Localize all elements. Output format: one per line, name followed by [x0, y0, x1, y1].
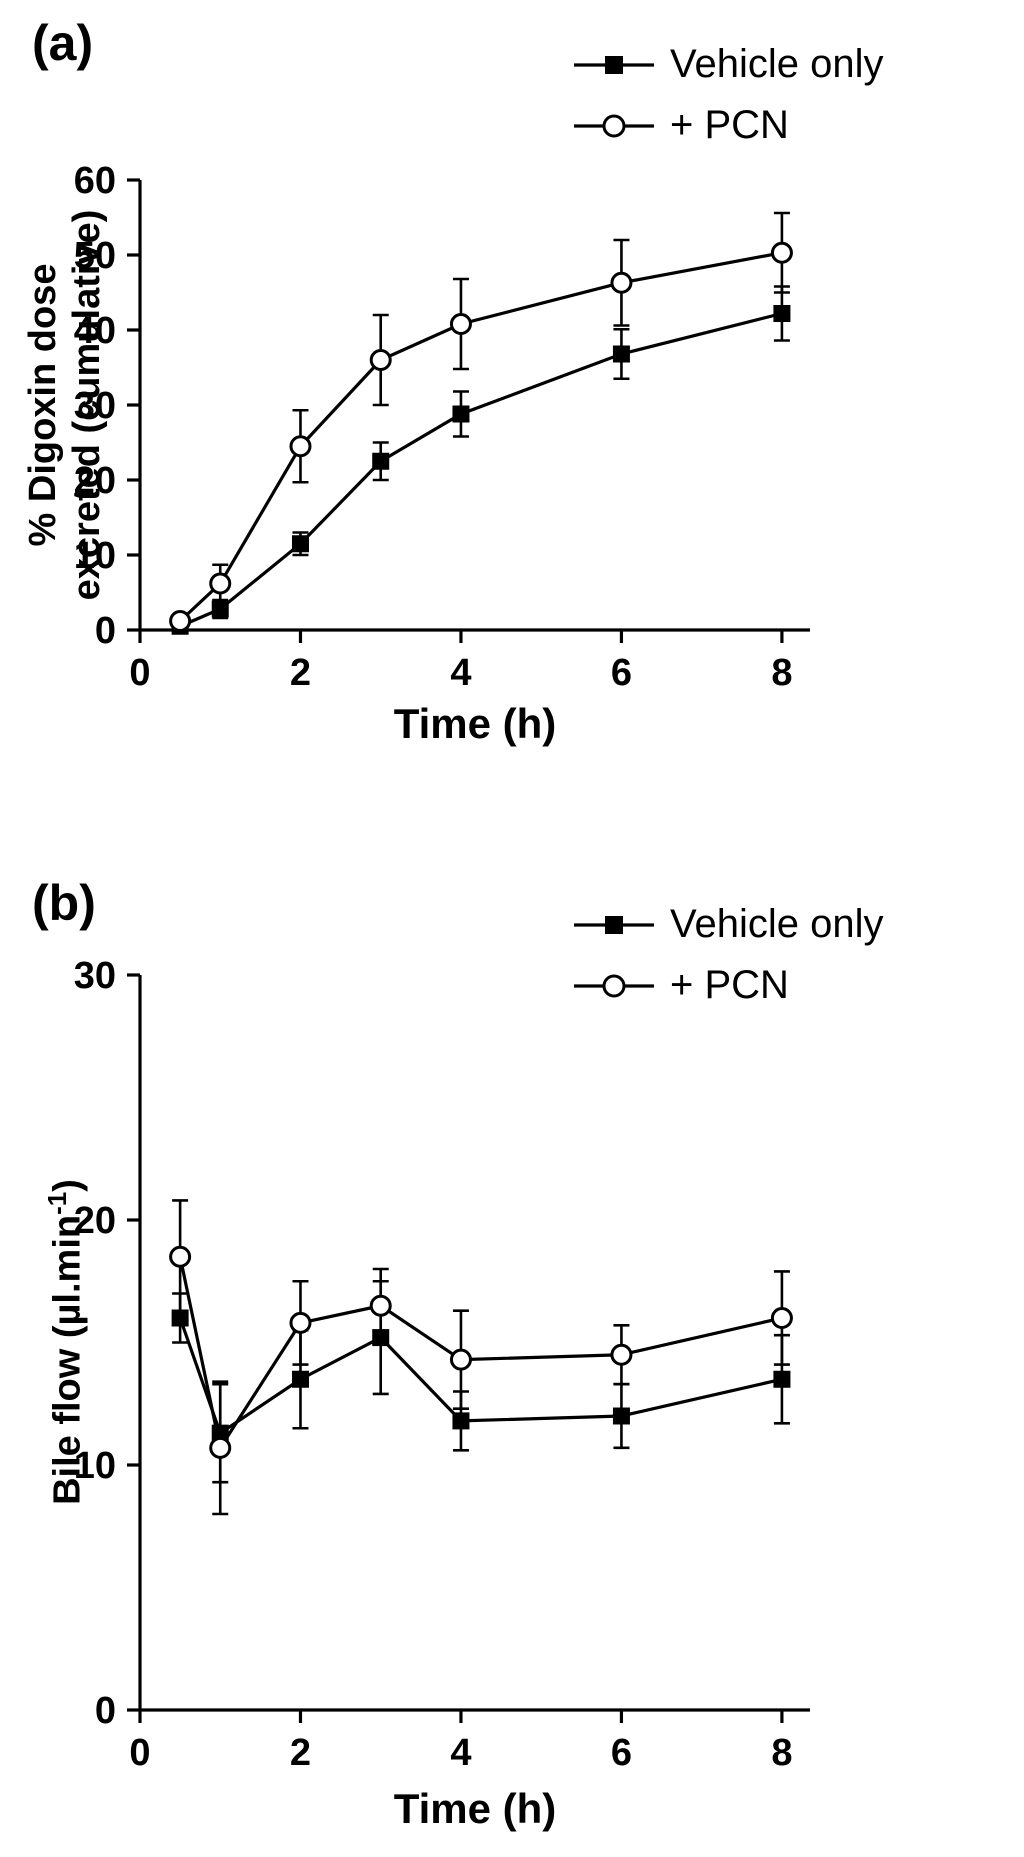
panel-a: (a) Vehicle only + PCN % Digoxin dose ex…: [0, 0, 1024, 860]
x-tick-label: 6: [611, 652, 632, 694]
y-tick-label: 0: [95, 1690, 116, 1732]
legend-label-pcn: + PCN: [670, 963, 789, 1007]
open-circle-marker-icon: [574, 974, 654, 997]
data-point-open-circle: [169, 1245, 192, 1268]
data-point-open-circle: [610, 1343, 633, 1366]
open-circle-marker-icon: [574, 114, 654, 137]
legend-label-vehicle-only: Vehicle only: [670, 42, 884, 86]
panel-b-label: (b): [32, 875, 96, 931]
data-point-open-circle: [369, 349, 392, 371]
panel-a-label: (a): [32, 15, 94, 71]
data-point-open-circle: [289, 1311, 312, 1334]
x-tick-label: 0: [129, 652, 150, 694]
y-tick-label: 10: [74, 535, 116, 577]
data-point-open-circle: [770, 241, 793, 264]
legend-item-pcn: + PCN: [572, 963, 883, 1008]
data-point-filled-square: [372, 452, 390, 470]
y-tick-label: 20: [74, 460, 116, 502]
legend-item-vehicle-only: Vehicle only: [572, 42, 883, 87]
legend-item-vehicle-only: Vehicle only: [572, 902, 883, 947]
data-point-open-circle: [610, 271, 633, 294]
data-point-filled-square: [452, 1412, 470, 1430]
y-tick-label: 10: [74, 1445, 116, 1487]
filled-square-marker-icon: [574, 55, 654, 74]
panel-b-plot: 0 2 4 6 8 0 10 20 30: [74, 955, 810, 1774]
y-tick-label: 0: [95, 610, 116, 652]
series-line-pcn: [179, 251, 783, 623]
data-point-open-circle: [209, 1436, 232, 1459]
x-tick-label: 4: [450, 652, 471, 694]
x-tick-label: 0: [129, 1732, 150, 1774]
y-tick-label: 50: [74, 235, 116, 277]
y-tick-label: 30: [74, 955, 116, 997]
data-point-filled-square: [291, 1370, 309, 1388]
panel-a-legend: Vehicle only + PCN: [572, 42, 883, 148]
data-point-filled-square: [291, 535, 309, 553]
data-point-open-circle: [289, 435, 312, 458]
data-point-filled-square: [612, 345, 630, 363]
x-tick-label: 2: [290, 652, 311, 694]
x-tick-label: 4: [450, 1732, 471, 1774]
panel-b: (b) Vehicle only + PCN Bile flow (µl.min…: [0, 860, 1024, 1857]
data-point-filled-square: [211, 600, 229, 618]
panel-b-legend: Vehicle only + PCN: [572, 902, 883, 1008]
legend-label-pcn: + PCN: [670, 103, 789, 147]
legend-item-pcn: + PCN: [572, 103, 883, 148]
panel-a-plot: 0 2 4 6 8 0 10 20 30 40 50 60: [74, 160, 810, 694]
legend-label-vehicle-only: Vehicle only: [670, 902, 884, 946]
data-point-open-circle: [449, 313, 472, 335]
data-point-open-circle: [169, 610, 192, 632]
panel-b-x-axis-title: Time (h): [393, 1785, 557, 1832]
data-point-filled-square: [773, 305, 791, 322]
data-point-filled-square: [612, 1407, 630, 1425]
y-tick-label: 40: [74, 310, 116, 352]
data-point-open-circle: [449, 1348, 472, 1371]
y-tick-label: 60: [74, 160, 116, 202]
data-point-open-circle: [369, 1294, 392, 1317]
y-tick-label: 30: [74, 385, 116, 427]
x-tick-label: 8: [771, 652, 792, 694]
x-tick-label: 8: [771, 1732, 792, 1774]
series-line-vehicle-only: [178, 1317, 783, 1436]
filled-square-marker-icon: [574, 915, 654, 934]
data-point-filled-square: [452, 405, 470, 423]
data-point-filled-square: [773, 1370, 791, 1388]
y-tick-label: 20: [74, 1200, 116, 1242]
panel-a-x-axis-title: Time (h): [393, 700, 557, 747]
data-point-open-circle: [770, 1307, 793, 1329]
series-line-vehicle-only: [179, 311, 783, 628]
x-tick-label: 2: [290, 1732, 311, 1774]
data-point-open-circle: [209, 572, 232, 595]
x-tick-label: 6: [611, 1732, 632, 1774]
